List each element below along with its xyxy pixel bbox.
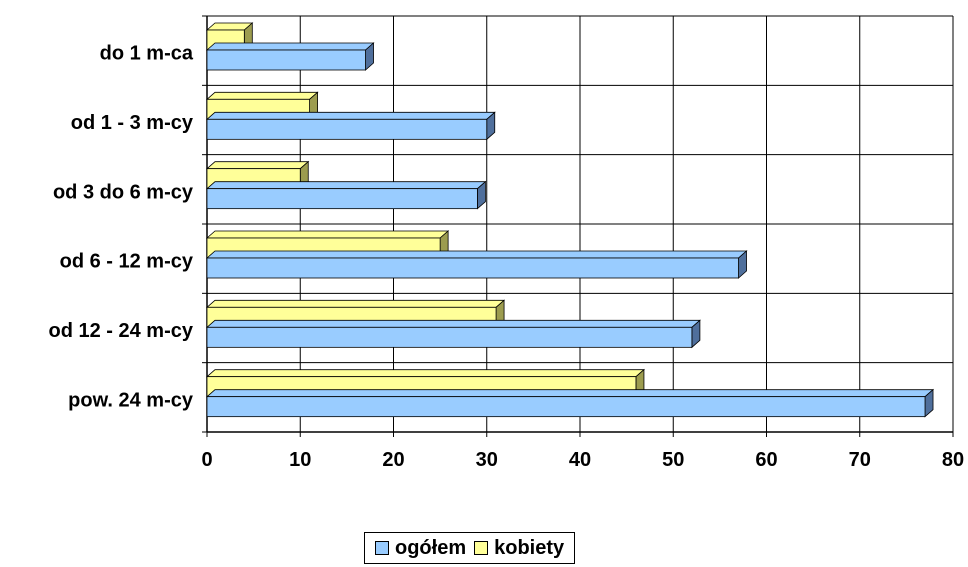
bar-top-ogolem [205, 319, 701, 328]
bar-top-kobiety [205, 230, 450, 239]
bar-top-ogolem [205, 181, 487, 190]
x-tick-labels: 0 10 20 30 40 50 60 70 80 [201, 449, 964, 471]
bar-top-kobiety [205, 369, 646, 378]
bars [205, 22, 935, 418]
gridlines [207, 15, 954, 432]
category-label: pow. 24 m-cy [68, 389, 194, 411]
x-tick-label: 10 [289, 449, 311, 471]
bar-top-kobiety [205, 161, 310, 170]
category-label: do 1 m-ca [100, 43, 194, 65]
bar-top-ogolem [205, 389, 935, 398]
bar-top-ogolem [205, 250, 748, 259]
legend-item-kobiety: kobiety [474, 537, 564, 560]
x-tick-label: 30 [476, 449, 498, 471]
x-tick-label: 60 [755, 449, 777, 471]
bar-top-ogolem [205, 42, 375, 51]
bar-top-kobiety [205, 299, 506, 308]
bar-top-kobiety [205, 91, 319, 100]
bar-top-ogolem [205, 111, 496, 120]
bar-ogolem [206, 396, 926, 418]
legend-swatch-kobiety [474, 541, 489, 555]
x-tick-label: 50 [662, 449, 684, 471]
category-labels: do 1 m-ca od 1 - 3 m-cy od 3 do 6 m-cy od 6… [48, 43, 193, 412]
x-tick-label: 80 [942, 449, 964, 471]
bar-ogolem [206, 49, 366, 71]
axes [202, 15, 954, 437]
category-label: od 12 - 24 m-cy [48, 320, 193, 342]
legend-label-ogolem: ogółem [395, 536, 467, 559]
bar-ogolem [206, 188, 478, 210]
x-tick-label: 20 [382, 449, 404, 471]
bar-ogolem [206, 118, 488, 140]
x-tick-label: 0 [201, 449, 212, 471]
bar-chart: do 1 m-ca od 1 - 3 m-cy od 3 do 6 m-cy od 6… [48, 15, 964, 471]
category-label: od 6 - 12 m-cy [60, 251, 194, 273]
legend: ogółem kobiety [364, 532, 576, 564]
legend-swatch-ogolem [375, 541, 389, 555]
category-label: od 3 do 6 m-cy [53, 181, 194, 203]
x-tick-label: 40 [569, 449, 591, 471]
bar-ogolem [206, 326, 693, 348]
legend-label-kobiety: kobiety [494, 536, 565, 559]
category-label: od 1 - 3 m-cy [71, 112, 194, 134]
x-tick-label: 70 [849, 449, 871, 471]
legend-item-ogolem: ogółem [375, 537, 466, 560]
bar-ogolem [206, 257, 739, 279]
